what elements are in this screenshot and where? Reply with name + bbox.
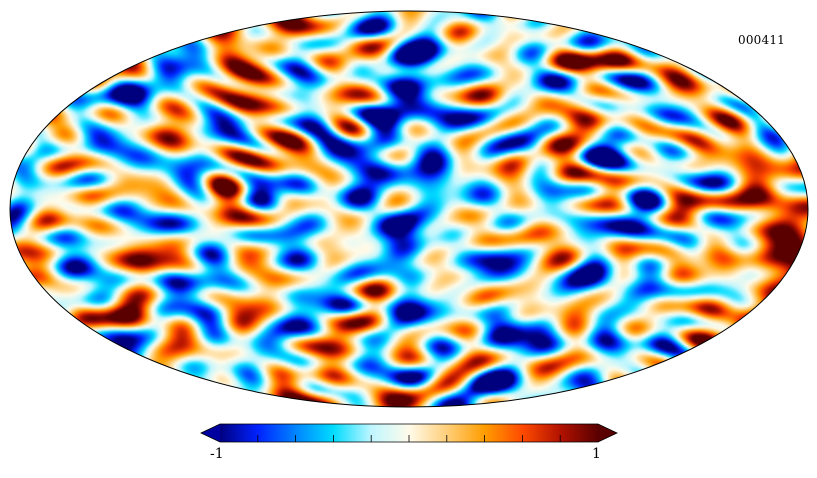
colorbar-gradient	[220, 424, 598, 442]
map-id-label: 000411	[738, 33, 786, 47]
sky-map	[9, 10, 809, 408]
colorbar-over-arrow	[598, 424, 617, 442]
map-texture	[10, 11, 808, 407]
colorbar-max-label: 1	[592, 446, 601, 462]
colorbar-outline	[200, 423, 618, 443]
colorbar-under-arrow	[201, 424, 220, 442]
colorbar-ticks	[257, 435, 561, 442]
colorbar	[200, 423, 618, 443]
map-outline	[9, 10, 809, 408]
colorbar-min-label: -1	[210, 446, 224, 462]
